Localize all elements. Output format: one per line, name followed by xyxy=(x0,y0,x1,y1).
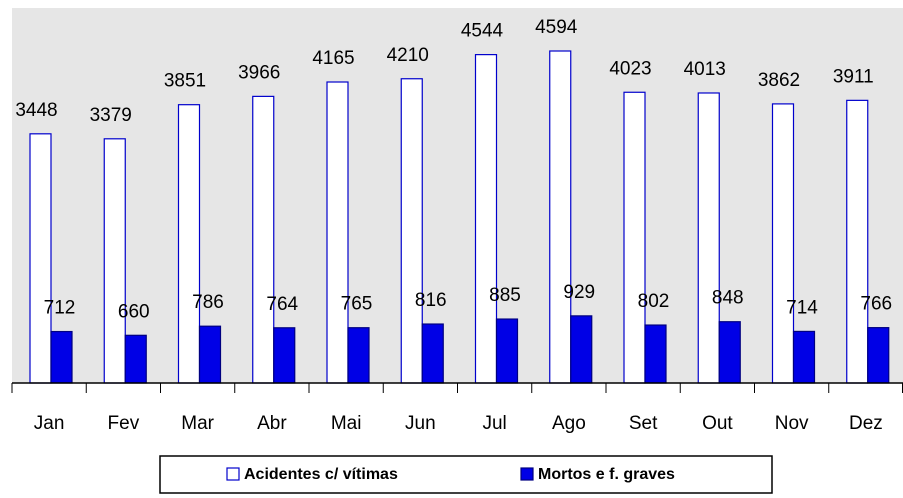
bar xyxy=(198,325,222,384)
bar xyxy=(867,327,890,384)
value-label: 660 xyxy=(118,301,150,322)
value-label: 764 xyxy=(266,294,298,315)
legend-swatch xyxy=(226,467,240,481)
x-tick-label: Abr xyxy=(257,413,287,434)
bar xyxy=(771,103,795,384)
bar xyxy=(273,327,296,384)
value-label: 816 xyxy=(415,290,447,311)
bar xyxy=(623,91,646,384)
value-label: 4594 xyxy=(535,17,578,38)
bar xyxy=(549,50,572,384)
value-label: 802 xyxy=(638,291,670,312)
value-label: 714 xyxy=(786,297,818,318)
bar xyxy=(570,315,593,384)
x-tick-label: Out xyxy=(702,413,733,434)
value-label: 885 xyxy=(489,285,521,306)
bar xyxy=(792,330,816,384)
value-label: 4013 xyxy=(684,59,726,80)
bar xyxy=(697,92,720,384)
bar xyxy=(124,334,147,384)
legend xyxy=(159,455,773,494)
value-label: 766 xyxy=(860,294,892,315)
x-tick-label: Nov xyxy=(775,413,809,434)
value-label: 929 xyxy=(563,282,595,303)
bar xyxy=(846,99,869,384)
bar xyxy=(421,323,444,384)
bar xyxy=(400,78,423,384)
value-label: 786 xyxy=(192,292,224,313)
value-label: 3862 xyxy=(758,70,800,91)
x-tick-label: Mai xyxy=(331,413,362,434)
x-tick-label: Ago xyxy=(552,413,586,434)
bar xyxy=(347,327,370,384)
bar xyxy=(495,318,519,384)
value-label: 3966 xyxy=(238,62,280,83)
value-label: 3448 xyxy=(15,100,57,121)
value-label: 3851 xyxy=(164,71,206,92)
legend-label: Acidentes c/ vítimas xyxy=(244,466,398,483)
plot-area xyxy=(12,8,903,383)
value-label: 4210 xyxy=(387,45,429,66)
value-label: 3379 xyxy=(90,105,132,126)
bar xyxy=(326,81,349,384)
bar xyxy=(50,330,73,384)
value-label: 3911 xyxy=(833,66,874,87)
value-label: 4544 xyxy=(461,21,504,42)
value-label: 765 xyxy=(341,294,373,315)
legend-label: Mortos e f. graves xyxy=(538,466,675,483)
bar xyxy=(252,95,275,384)
x-tick-label: Fev xyxy=(108,413,140,434)
bar xyxy=(718,321,741,384)
value-label: 4023 xyxy=(609,58,651,79)
x-tick-label: Mar xyxy=(181,413,214,434)
bar xyxy=(29,133,52,384)
value-label: 712 xyxy=(44,298,76,319)
bar xyxy=(103,138,126,384)
bar xyxy=(177,104,201,384)
x-tick-label: Jan xyxy=(34,413,65,434)
x-tick-label: Jul xyxy=(482,413,506,434)
x-tick-label: Jun xyxy=(405,413,436,434)
x-tick-label: Dez xyxy=(849,413,883,434)
value-label: 4165 xyxy=(312,48,354,69)
bar xyxy=(474,54,498,384)
x-tick-label: Set xyxy=(629,413,658,434)
value-label: 848 xyxy=(712,288,744,309)
legend-swatch xyxy=(520,467,534,481)
bar xyxy=(644,324,667,384)
